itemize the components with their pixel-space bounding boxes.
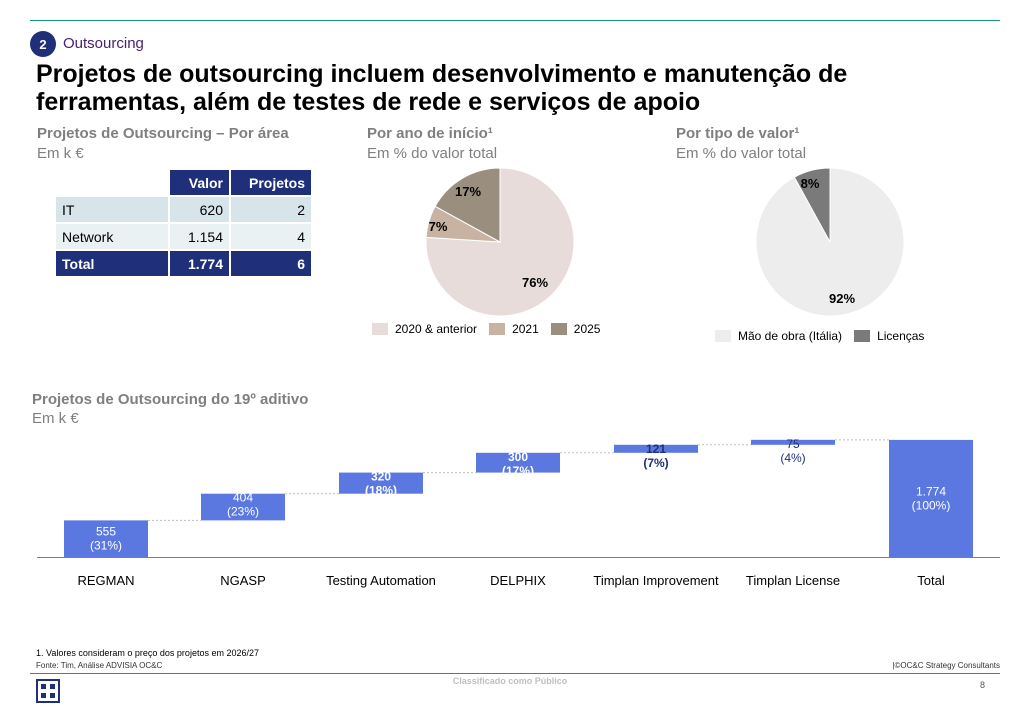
area-table: Valor Projetos IT 620 2 Network 1.154 4 …	[54, 168, 313, 278]
row-projetos: 4	[231, 224, 311, 249]
table-heading: Projetos de Outsourcing – Por área	[37, 125, 289, 142]
copyright: |©OC&C Strategy Consultants	[892, 661, 1000, 670]
row-area: IT	[56, 197, 168, 222]
legend-label: Licenças	[877, 329, 925, 343]
x-axis-line	[37, 557, 1000, 558]
bar-value-label: 404	[233, 491, 253, 505]
waterfall-bar	[339, 472, 423, 494]
pie-slice	[793, 167, 831, 243]
legend-swatch	[550, 323, 567, 335]
pie-data-label: 76%	[522, 275, 548, 290]
pie-data-label: 17%	[455, 184, 481, 199]
legend-item: 2021	[489, 322, 539, 336]
bar-value-label: 555	[96, 525, 116, 539]
legend-item: Mão de obra (Itália)	[715, 329, 842, 343]
pie-chart-value-type: 92% 8%	[755, 167, 905, 317]
pie-data-label: 92%	[829, 291, 855, 306]
waterfall-bar	[751, 439, 835, 445]
header-valor: Valor	[170, 170, 229, 195]
category-label: Timplan License	[745, 573, 841, 588]
table-row: Network 1.154 4	[56, 224, 311, 249]
pie-data-label: 7%	[429, 219, 448, 234]
pie-data-label: 8%	[801, 176, 820, 191]
total-valor: 1.774	[170, 251, 229, 276]
section-number-badge: 2	[30, 31, 56, 57]
pie-chart-start-year: 76% 7% 17%	[425, 167, 575, 317]
top-divider	[30, 20, 1000, 21]
legend-item: Licenças	[854, 329, 924, 343]
table-row: IT 620 2	[56, 197, 311, 222]
bottom-divider	[30, 673, 1000, 674]
category-label: REGMAN	[77, 573, 135, 588]
legend-item: 2025	[550, 322, 601, 336]
page-title: Projetos de outsourcing incluem desenvol…	[36, 60, 848, 116]
bar-value-label: 1.774	[916, 484, 946, 498]
bar-share-label: (31%)	[90, 539, 122, 553]
waterfall-bar	[476, 452, 560, 473]
waterfall-chart: 555(31%) 404(23%) 320(18%) 300(17%) 121(7%) 7…	[64, 437, 973, 557]
pie1-legend: 2020 & anterior 2021 2025	[372, 322, 612, 336]
page-number: 8	[980, 680, 986, 690]
row-valor: 1.154	[170, 224, 229, 249]
bar-value-label: 121	[646, 442, 666, 456]
row-projetos: 2	[231, 197, 311, 222]
waterfall-bar	[889, 439, 973, 557]
waterfall-title: Projetos de Outsourcing do 19º aditivo	[32, 391, 309, 408]
pie2-subtitle: Em % do valor total	[676, 145, 807, 162]
category-label: Timplan Improvement	[593, 573, 719, 588]
waterfall-bar	[201, 493, 285, 521]
company-logo-icon	[36, 679, 60, 703]
legend-label: 2025	[573, 322, 601, 336]
category-label: Testing Automation	[326, 573, 436, 588]
pie1-subtitle: Em % do valor total	[367, 145, 498, 162]
bar-share-label: (7%)	[643, 456, 668, 470]
total-area: Total	[56, 251, 168, 276]
row-valor: 620	[170, 197, 229, 222]
bar-share-label: (100%)	[912, 498, 951, 512]
footnote-text: Valores consideram o preço dos projetos …	[46, 648, 259, 658]
table-unit: Em k €	[37, 145, 84, 162]
legend-label: 2020 & anterior	[395, 322, 478, 336]
legend-swatch	[715, 330, 731, 342]
legend-swatch	[372, 323, 388, 335]
table-total-row: Total 1.774 6	[56, 251, 311, 276]
pie2-legend: Mão de obra (Itália) Licenças	[715, 329, 936, 343]
bar-share-label: (23%)	[227, 505, 259, 519]
category-label: DELPHIX	[490, 573, 546, 588]
footnote: 1. Valores consideram o preço dos projet…	[36, 648, 259, 658]
pie-slice	[434, 167, 501, 243]
category-label: NGASP	[220, 573, 266, 588]
waterfall-bar	[64, 520, 148, 557]
bar-share-label: (17%)	[502, 464, 534, 478]
waterfall-subtitle: Em k €	[32, 410, 79, 427]
row-area: Network	[56, 224, 168, 249]
total-projetos: 6	[231, 251, 311, 276]
bar-share-label: (4%)	[780, 451, 805, 465]
legend-swatch	[854, 330, 871, 342]
header-projetos: Projetos	[231, 170, 311, 195]
bar-value-label: 300	[508, 450, 528, 464]
classification-label: Classificado como Público	[452, 676, 568, 686]
pie2-title: Por tipo de valor¹	[676, 125, 800, 142]
category-label: Total	[917, 573, 945, 588]
pie1-title: Por ano de início¹	[367, 125, 493, 142]
bar-share-label: (18%)	[365, 484, 397, 498]
legend-item: 2020 & anterior	[372, 322, 477, 336]
source-note: Fonte: Tim, Análise ADVISIA OC&C	[36, 661, 163, 670]
bar-value-label: 320	[371, 470, 391, 484]
legend-swatch	[489, 323, 506, 335]
legend-label: Mão de obra (Itália)	[738, 329, 843, 343]
waterfall-bar	[614, 444, 698, 453]
footnote-number: 1.	[36, 648, 44, 658]
bar-value-label: 75	[786, 437, 800, 451]
legend-label: 2021	[512, 322, 539, 336]
waterfall-category-labels: REGMAN NGASP Testing Automation DELPHIX Timp…	[0, 573, 1019, 593]
section-label: Outsourcing	[63, 35, 144, 52]
pie-slice	[425, 167, 575, 317]
